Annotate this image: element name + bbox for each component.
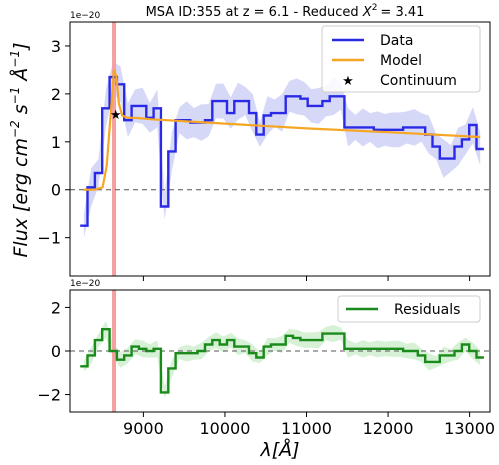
y-tick-label: 1 [51, 133, 61, 152]
x-tick-label: 12000 [363, 419, 414, 438]
y-tick-label: 2 [51, 85, 61, 104]
y-axis-label-part: s [10, 104, 32, 120]
y-axis-label-part: −1 [8, 87, 22, 105]
data-error-band [83, 61, 481, 238]
x-tick-label: 10000 [199, 419, 250, 438]
residuals-series [80, 328, 484, 394]
y-axis-label-part: −2 [8, 120, 22, 138]
y-tick-label: −1 [37, 229, 61, 248]
line-marker-vline [112, 22, 117, 276]
bottom-axes-frame [69, 289, 491, 413]
y-axis-label-part: Flux [erg cm [10, 138, 32, 258]
bottom-y-ticks: −2 0 2 [37, 298, 70, 405]
chart-title-main: MSA ID:355 at z = 6.1 - Reduced [146, 5, 359, 20]
y-axis-label-part: Å [9, 68, 32, 87]
y-axis-label: Flux [erg cm−2 s−1 Å−1] [8, 42, 32, 257]
legend-label-data: Data [380, 33, 413, 49]
x-tick-label: 11000 [281, 419, 332, 438]
spectrum-series: ★ [80, 69, 484, 227]
top-y-ticks: −1 0 1 2 3 [37, 37, 70, 248]
x-tick-label: 13000 [444, 419, 495, 438]
series-residuals-line [80, 328, 484, 394]
residuals-error-band [83, 320, 481, 399]
vline-marker [112, 22, 117, 276]
series-data-line [80, 75, 484, 227]
series-model-line [83, 69, 481, 191]
legend-label-model: Model [380, 53, 422, 69]
y-tick-label: −2 [37, 386, 61, 405]
y-tick-label: 0 [51, 181, 61, 200]
top-y-offset: 1e−20 [70, 11, 101, 21]
chart-title-chi-exp: 2 [372, 3, 378, 13]
series-band-data [83, 61, 481, 238]
top-axes-frame [69, 21, 491, 277]
legend-box [321, 25, 481, 93]
y-axis-label-part: −1 [8, 50, 22, 68]
bottom-y-offset: 1e−20 [70, 279, 101, 289]
series-band-residuals [83, 320, 481, 399]
y-tick-label: 3 [51, 37, 61, 56]
legend-label-continuum: Continuum [380, 73, 457, 89]
continuum-star-marker: ★ [110, 108, 122, 123]
residuals-panel: 9000 10000 11000 12000 13000 −2 0 2 1e−20 Resi… [37, 279, 495, 461]
top-legend: Data Model ★ Continuum [321, 25, 481, 93]
x-tick-label: 9000 [123, 419, 164, 438]
x-axis-label: λ[Å] [259, 438, 299, 461]
top-x-ticks [142, 276, 471, 281]
chart-title: MSA ID:355 at z = 6.1 - Reduced X2 = 3.41 [146, 3, 425, 20]
chart-title-value: = 3.41 [380, 5, 424, 20]
legend-label-residuals: Residuals [394, 302, 460, 318]
bottom-x-ticks: 9000 10000 11000 12000 13000 [123, 412, 495, 438]
y-axis-label-part: ] [10, 42, 32, 50]
chart-title-chi: X [362, 5, 373, 20]
bottom-legend: Residuals [337, 295, 481, 323]
y-tick-label: 2 [51, 298, 61, 317]
legend-box [337, 295, 481, 323]
legend-star-icon: ★ [342, 74, 354, 89]
y-tick-label: 0 [51, 342, 61, 361]
spectrum-panel: ★ −1 0 1 2 3 1e−20 Data Model ★ Continuum Flux … [8, 11, 491, 281]
